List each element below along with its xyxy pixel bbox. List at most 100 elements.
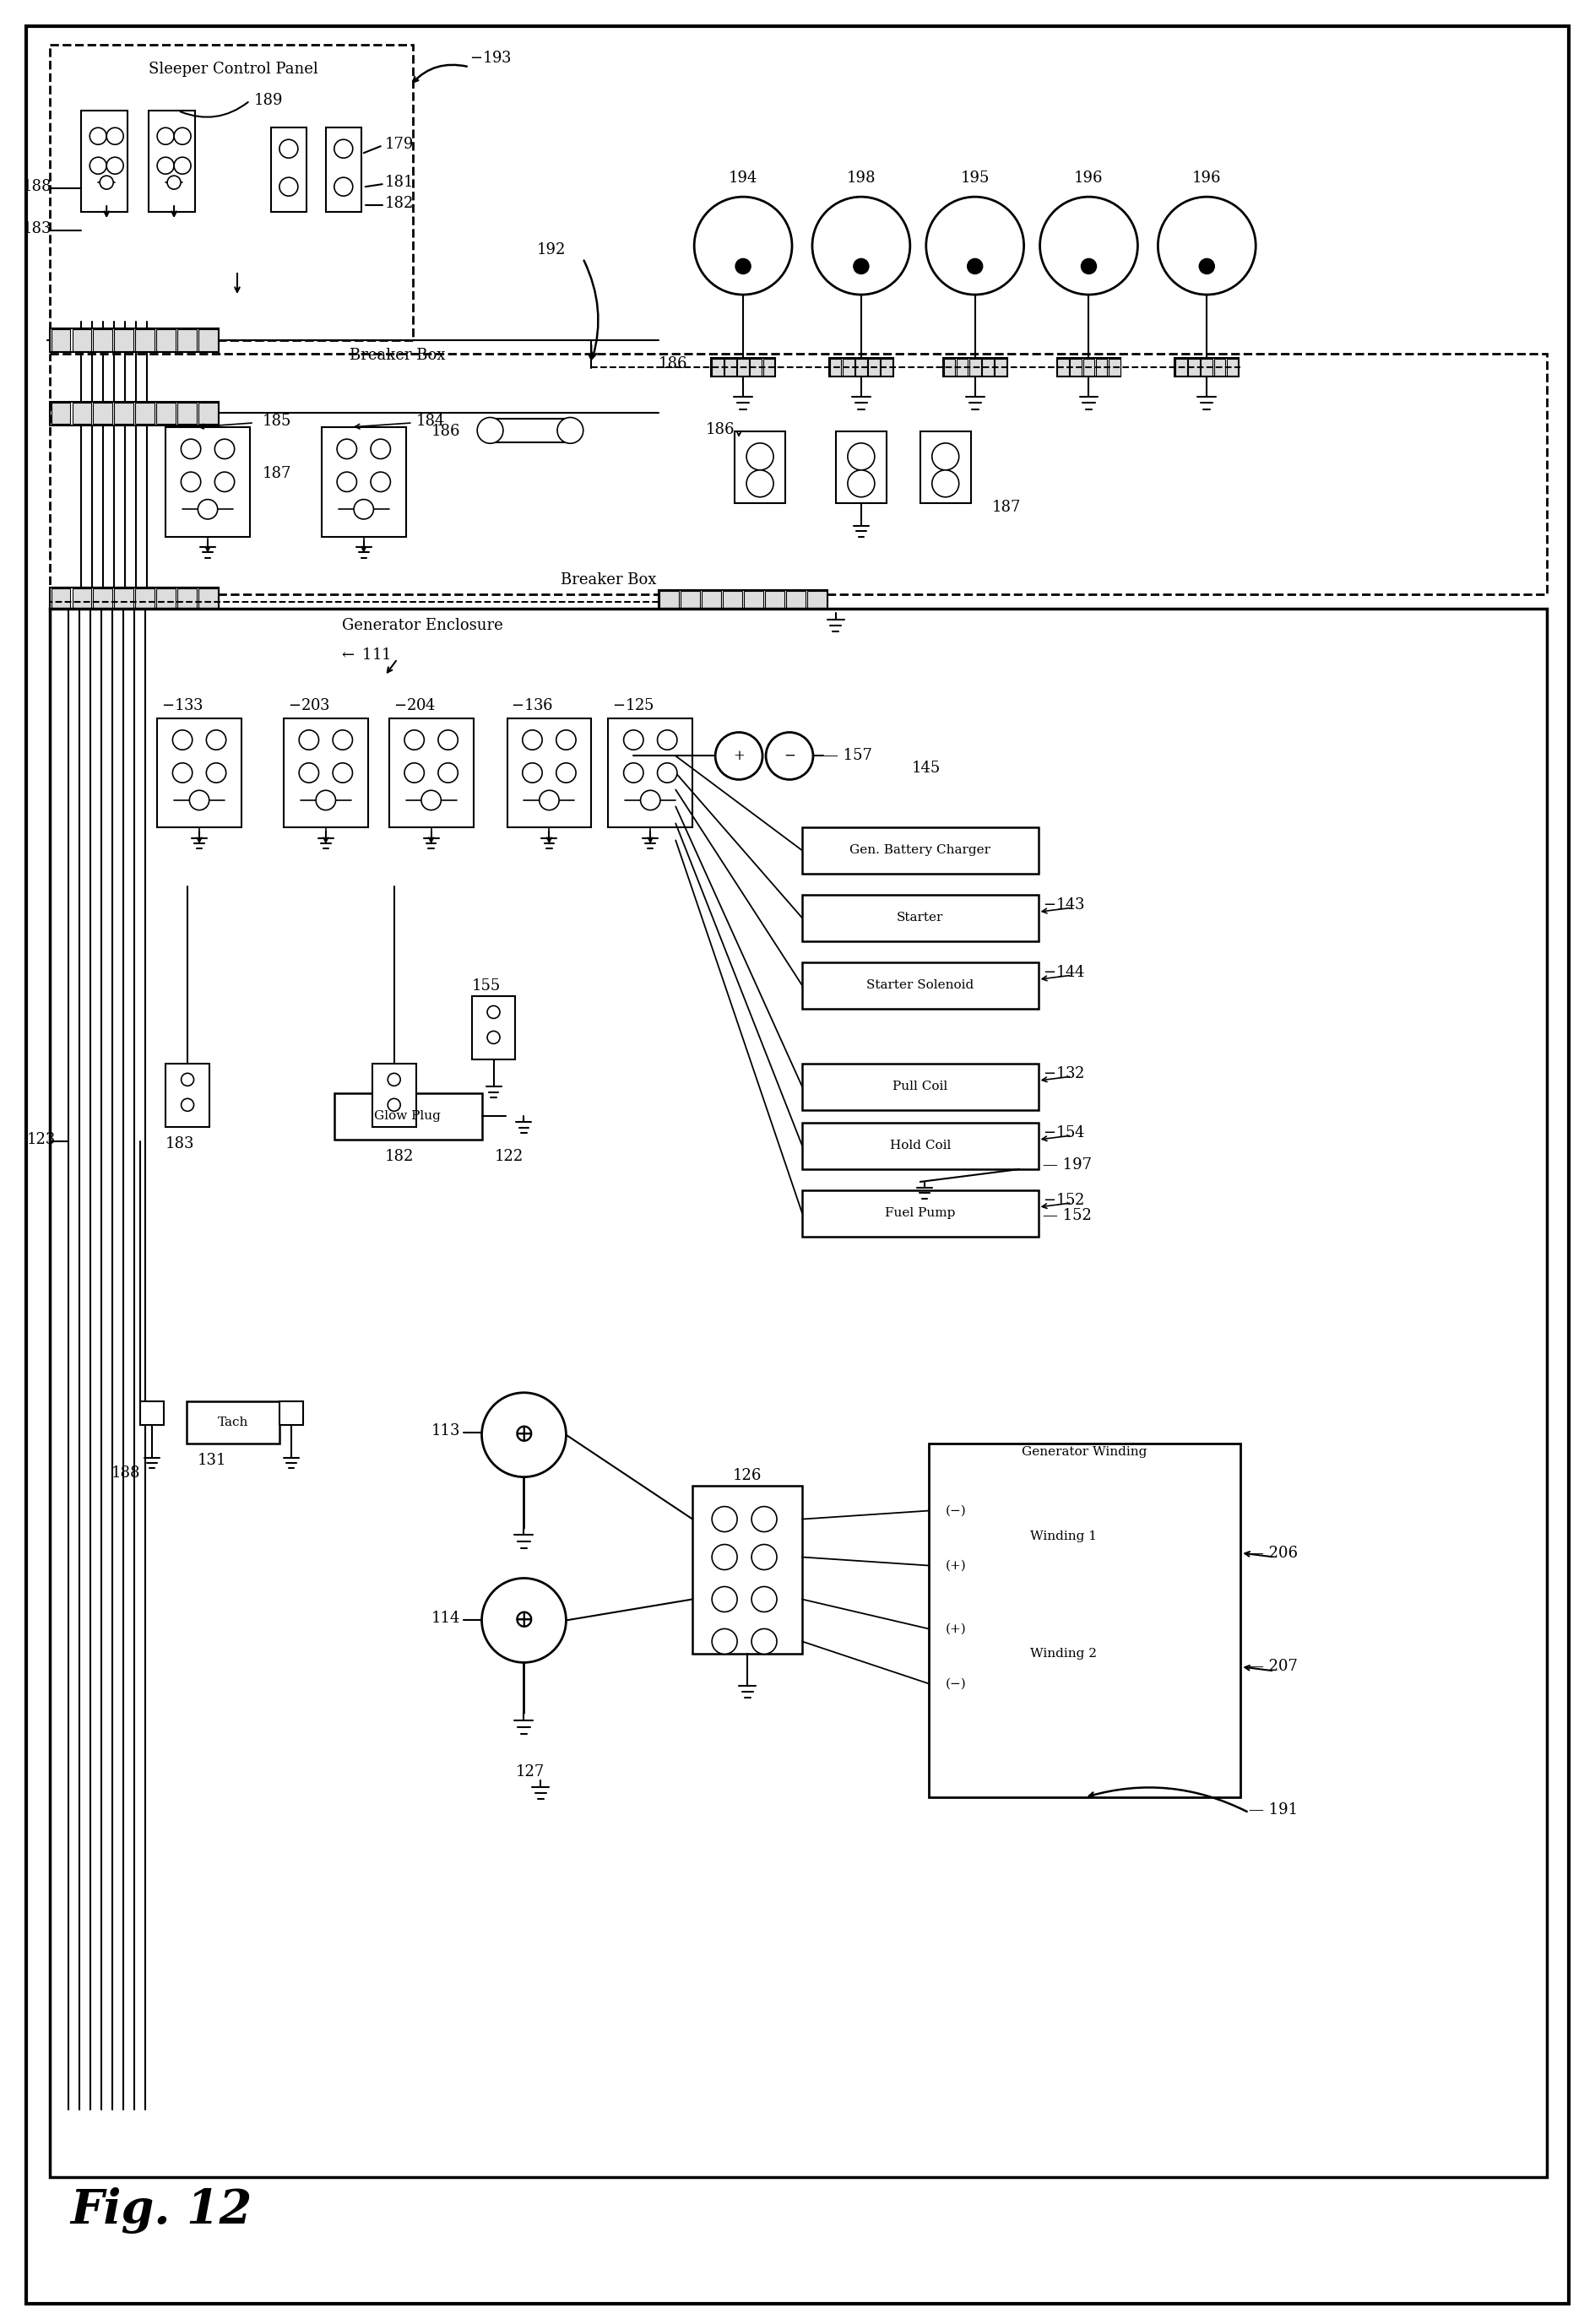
Bar bbox=[762, 358, 775, 376]
Circle shape bbox=[388, 1074, 400, 1085]
Bar bbox=[51, 402, 70, 425]
Text: Generator Enclosure: Generator Enclosure bbox=[343, 618, 504, 632]
Circle shape bbox=[853, 258, 869, 274]
Bar bbox=[156, 330, 175, 351]
Circle shape bbox=[180, 439, 201, 458]
Bar bbox=[943, 358, 1006, 376]
Circle shape bbox=[180, 472, 201, 493]
Bar bbox=[507, 718, 592, 827]
Circle shape bbox=[370, 439, 391, 458]
Bar bbox=[1070, 358, 1081, 376]
Circle shape bbox=[482, 1392, 566, 1478]
Bar bbox=[711, 358, 775, 376]
Text: 187: 187 bbox=[992, 500, 1021, 514]
Bar bbox=[49, 588, 219, 611]
Text: Starter: Starter bbox=[896, 911, 944, 923]
Bar bbox=[472, 997, 515, 1060]
Bar bbox=[829, 358, 841, 376]
Bar bbox=[199, 588, 217, 609]
Bar bbox=[136, 588, 155, 609]
Bar bbox=[1057, 358, 1121, 376]
Circle shape bbox=[298, 730, 319, 751]
Circle shape bbox=[182, 1074, 195, 1085]
Bar bbox=[136, 402, 155, 425]
Circle shape bbox=[751, 1545, 777, 1569]
Text: 192: 192 bbox=[538, 242, 566, 258]
Circle shape bbox=[557, 730, 576, 751]
Text: 185: 185 bbox=[263, 414, 292, 428]
Circle shape bbox=[1158, 198, 1255, 295]
Text: 188: 188 bbox=[22, 179, 51, 195]
Text: ⊕: ⊕ bbox=[514, 1608, 534, 1634]
Bar bbox=[711, 358, 723, 376]
Text: 126: 126 bbox=[732, 1469, 762, 1483]
Bar bbox=[166, 428, 250, 537]
Bar bbox=[702, 590, 721, 611]
Bar bbox=[199, 588, 217, 609]
Bar bbox=[970, 358, 981, 376]
Bar bbox=[156, 588, 175, 609]
Text: 114: 114 bbox=[432, 1611, 461, 1627]
Bar bbox=[51, 330, 70, 351]
Circle shape bbox=[847, 469, 874, 497]
Circle shape bbox=[107, 128, 123, 144]
Circle shape bbox=[174, 158, 191, 174]
Bar bbox=[177, 402, 196, 425]
Text: Starter Solenoid: Starter Solenoid bbox=[866, 978, 975, 992]
Circle shape bbox=[370, 472, 391, 493]
Text: Pull Coil: Pull Coil bbox=[893, 1081, 947, 1092]
Text: ⊕: ⊕ bbox=[514, 1422, 534, 1448]
Bar bbox=[322, 428, 405, 537]
Bar bbox=[271, 128, 306, 211]
Text: — 152: — 152 bbox=[1043, 1208, 1091, 1222]
Bar bbox=[284, 718, 368, 827]
Bar bbox=[51, 588, 70, 609]
Bar bbox=[802, 1122, 1038, 1169]
Bar bbox=[802, 962, 1038, 1009]
Text: Sleeper Control Panel: Sleeper Control Panel bbox=[148, 63, 319, 77]
Bar bbox=[279, 1401, 303, 1425]
Circle shape bbox=[337, 472, 357, 493]
Bar bbox=[1057, 358, 1069, 376]
Bar bbox=[802, 1064, 1038, 1111]
Text: Fuel Pump: Fuel Pump bbox=[885, 1206, 955, 1218]
Text: 183: 183 bbox=[22, 221, 51, 237]
Text: Gen. Battery Charger: Gen. Battery Charger bbox=[850, 844, 990, 855]
Text: Fig. 12: Fig. 12 bbox=[70, 2187, 252, 2233]
Text: — 191: — 191 bbox=[1249, 1803, 1298, 1817]
Bar bbox=[681, 590, 700, 611]
Circle shape bbox=[421, 790, 442, 811]
Text: $\mathregular{\mathsf{-}}$143: $\mathregular{\mathsf{-}}$143 bbox=[1043, 897, 1085, 913]
Circle shape bbox=[746, 469, 774, 497]
Circle shape bbox=[931, 469, 959, 497]
Circle shape bbox=[1081, 258, 1096, 274]
Circle shape bbox=[624, 762, 643, 783]
Circle shape bbox=[107, 158, 123, 174]
Circle shape bbox=[335, 139, 352, 158]
Bar bbox=[1083, 358, 1094, 376]
Text: Breaker Box: Breaker Box bbox=[349, 349, 445, 363]
Text: 194: 194 bbox=[729, 170, 758, 186]
Bar bbox=[944, 358, 955, 376]
Bar bbox=[51, 588, 70, 609]
Text: $\mathregular{\mathsf{-}}$152: $\mathregular{\mathsf{-}}$152 bbox=[1043, 1192, 1085, 1208]
Bar bbox=[93, 330, 112, 351]
Circle shape bbox=[766, 732, 813, 779]
Bar bbox=[49, 402, 219, 425]
Circle shape bbox=[354, 500, 373, 518]
Text: 182: 182 bbox=[384, 195, 413, 211]
Text: Breaker Box: Breaker Box bbox=[560, 572, 656, 588]
Text: Tach: Tach bbox=[217, 1415, 249, 1427]
Text: 113: 113 bbox=[432, 1422, 461, 1439]
Bar bbox=[786, 590, 805, 611]
Text: — 157: — 157 bbox=[823, 748, 872, 765]
Circle shape bbox=[751, 1587, 777, 1613]
Bar bbox=[735, 432, 785, 502]
Bar bbox=[81, 112, 128, 211]
Circle shape bbox=[624, 730, 643, 751]
Bar bbox=[745, 590, 762, 611]
Circle shape bbox=[927, 198, 1024, 295]
Circle shape bbox=[206, 730, 226, 751]
Circle shape bbox=[215, 439, 234, 458]
Text: Glow Plug: Glow Plug bbox=[375, 1111, 440, 1122]
